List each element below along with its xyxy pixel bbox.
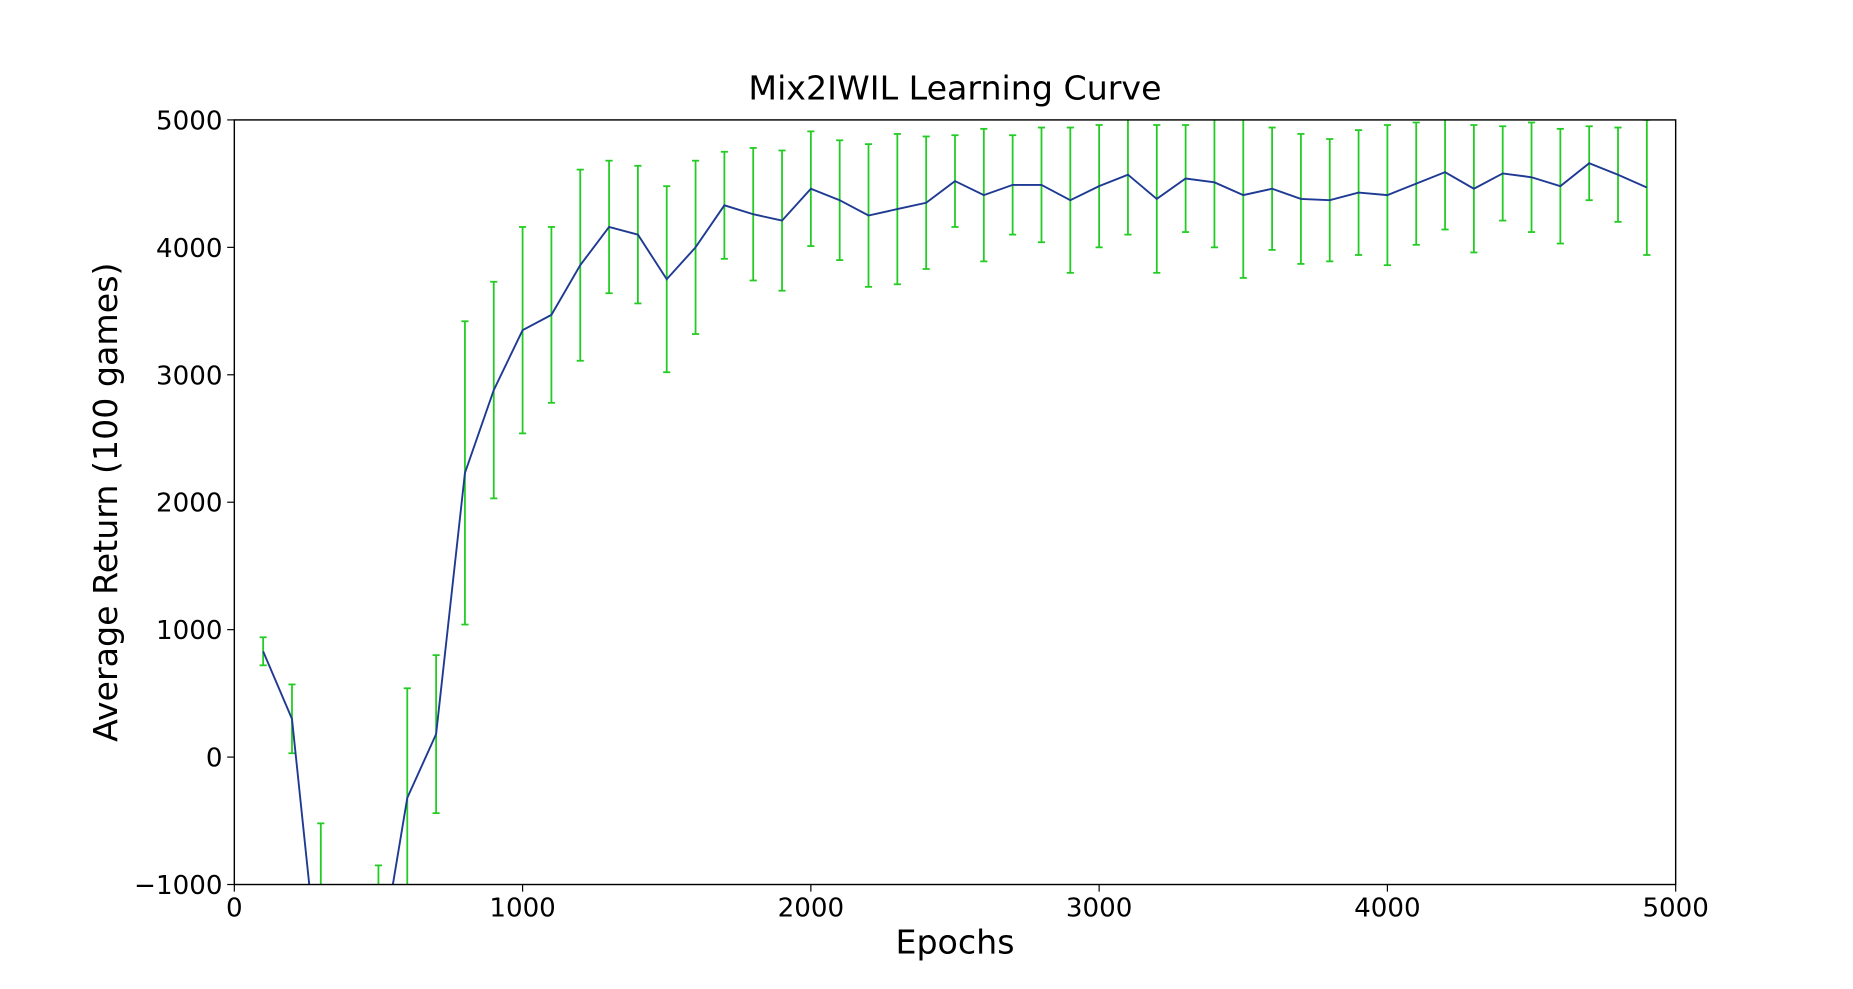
data-line bbox=[262, 162, 1648, 885]
x-tick-label: 4000 bbox=[1354, 894, 1420, 924]
chart-title: Mix2IWIL Learning Curve bbox=[748, 69, 1161, 108]
x-tick-label: 3000 bbox=[1066, 894, 1132, 924]
error-bar bbox=[374, 864, 383, 885]
plot-area bbox=[259, 119, 1651, 989]
y-tick-label: 3000 bbox=[156, 361, 222, 391]
y-axis-label: Average Return (100 games) bbox=[86, 263, 125, 742]
y-tick-label: 5000 bbox=[156, 106, 222, 136]
y-tick-label: 4000 bbox=[156, 234, 222, 264]
x-tick-label: 5000 bbox=[1642, 894, 1708, 924]
x-tick-label: 0 bbox=[226, 894, 243, 924]
x-axis-label: Epochs bbox=[895, 922, 1014, 961]
y-tick-label: 1000 bbox=[156, 616, 222, 646]
error-bar bbox=[346, 923, 353, 989]
y-tick-label: −1000 bbox=[134, 871, 222, 901]
y-tick-label: 2000 bbox=[156, 489, 222, 519]
y-tick-label: 0 bbox=[206, 744, 223, 774]
x-tick-label: 1000 bbox=[489, 894, 555, 924]
x-tick-label: 2000 bbox=[778, 894, 844, 924]
error-bar bbox=[259, 636, 267, 667]
plot-frame bbox=[233, 119, 1677, 886]
error-bar bbox=[317, 822, 325, 885]
